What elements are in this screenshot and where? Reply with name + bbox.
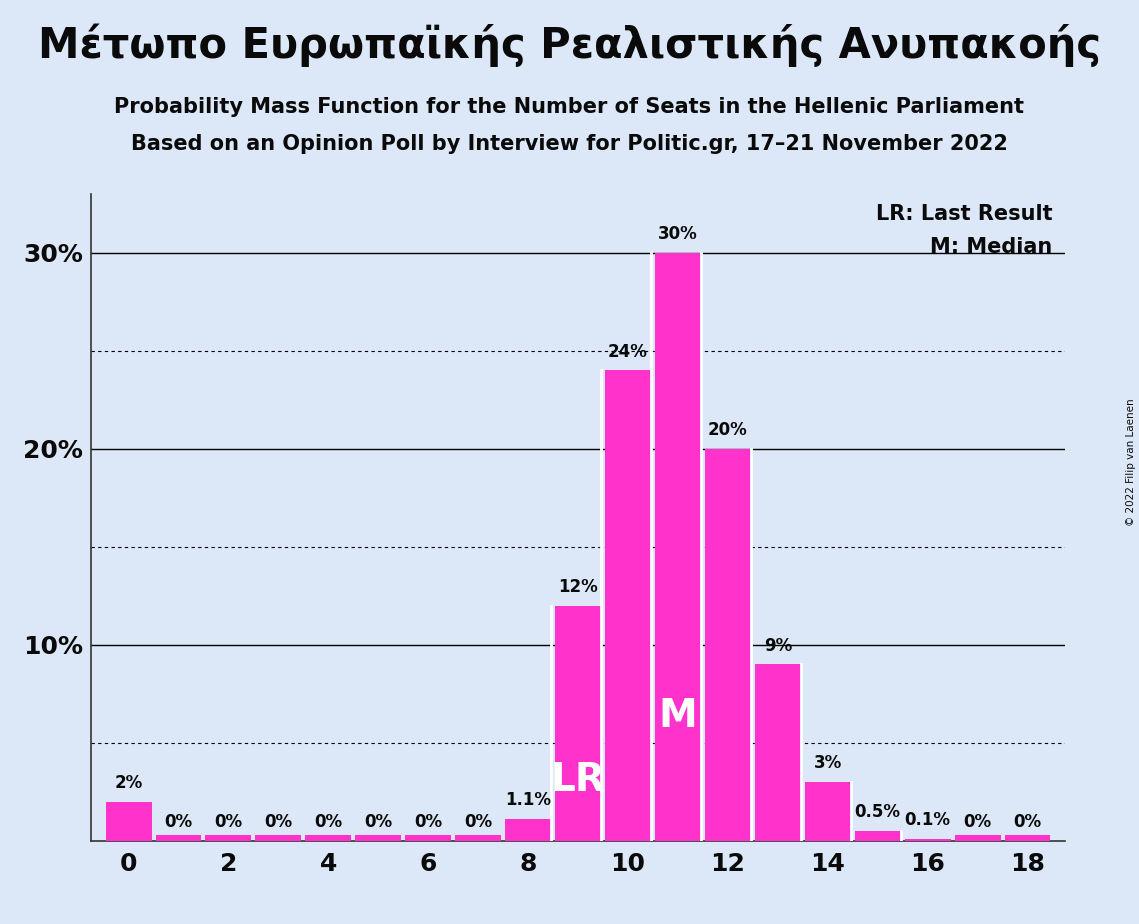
- Text: Probability Mass Function for the Number of Seats in the Hellenic Parliament: Probability Mass Function for the Number…: [115, 97, 1024, 117]
- Bar: [456, 835, 501, 841]
- Text: 0%: 0%: [264, 813, 293, 831]
- Text: 0%: 0%: [364, 813, 392, 831]
- Bar: [555, 605, 601, 841]
- Text: 0%: 0%: [464, 813, 492, 831]
- Bar: [954, 835, 1000, 841]
- Bar: [205, 835, 252, 841]
- Text: 1.1%: 1.1%: [505, 792, 551, 809]
- Text: M: M: [658, 697, 697, 735]
- Bar: [755, 664, 801, 841]
- Bar: [255, 835, 302, 841]
- Text: 0%: 0%: [164, 813, 192, 831]
- Text: © 2022 Filip van Laenen: © 2022 Filip van Laenen: [1126, 398, 1136, 526]
- Bar: [904, 839, 951, 841]
- Bar: [605, 371, 652, 841]
- Bar: [705, 449, 751, 841]
- Text: 0%: 0%: [415, 813, 442, 831]
- Bar: [1005, 835, 1050, 841]
- Bar: [505, 820, 551, 841]
- Text: 24%: 24%: [608, 343, 648, 360]
- Text: 0.5%: 0.5%: [854, 803, 901, 821]
- Bar: [156, 835, 202, 841]
- Text: Based on an Opinion Poll by Interview for Politic.gr, 17–21 November 2022: Based on an Opinion Poll by Interview fo…: [131, 134, 1008, 154]
- Text: 0%: 0%: [1014, 813, 1041, 831]
- Text: LR: Last Result: LR: Last Result: [876, 204, 1052, 224]
- Text: 0%: 0%: [964, 813, 992, 831]
- Text: Μέτωπο Ευρωπαϊκής Ρεαλιστικής Ανυπακοής: Μέτωπο Ευρωπαϊκής Ρεαλιστικής Ανυπακοής: [38, 23, 1101, 67]
- Bar: [355, 835, 401, 841]
- Text: 12%: 12%: [558, 578, 598, 596]
- Text: 9%: 9%: [763, 637, 792, 654]
- Bar: [655, 253, 700, 841]
- Text: LR: LR: [550, 760, 606, 798]
- Bar: [854, 831, 901, 841]
- Text: 0%: 0%: [214, 813, 243, 831]
- Text: M: Median: M: Median: [931, 237, 1052, 257]
- Text: 30%: 30%: [658, 225, 698, 243]
- Text: 3%: 3%: [813, 754, 842, 772]
- Text: 20%: 20%: [708, 421, 747, 439]
- Bar: [305, 835, 351, 841]
- Bar: [405, 835, 451, 841]
- Text: 0.1%: 0.1%: [904, 811, 951, 829]
- Text: 2%: 2%: [114, 773, 142, 792]
- Text: 0%: 0%: [314, 813, 343, 831]
- Bar: [805, 782, 851, 841]
- Bar: [106, 802, 151, 841]
